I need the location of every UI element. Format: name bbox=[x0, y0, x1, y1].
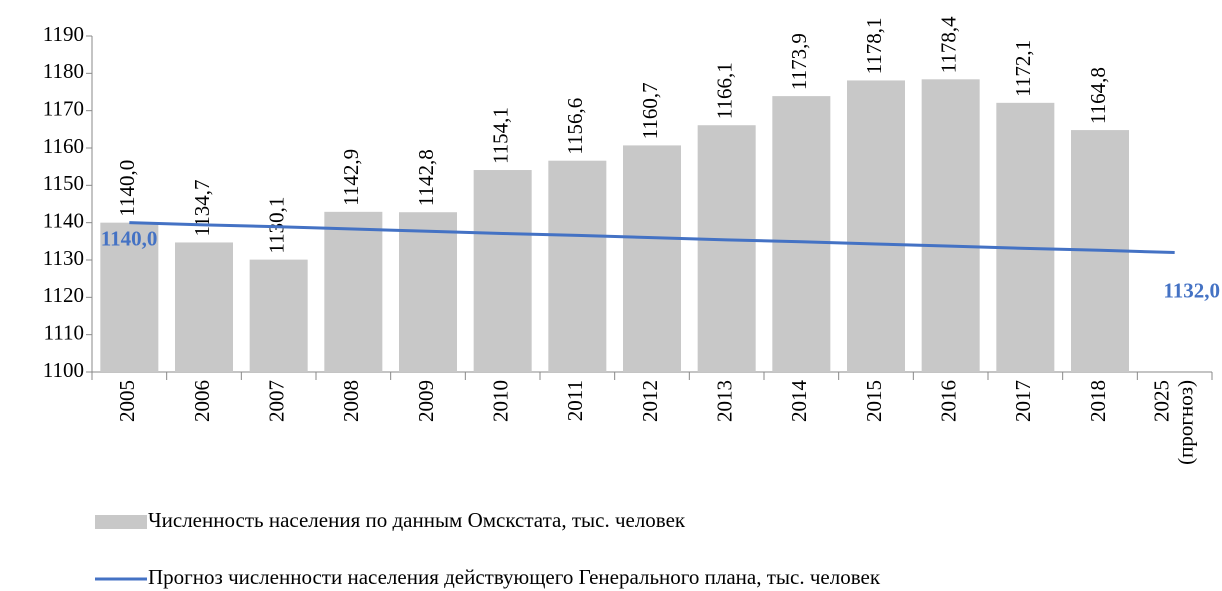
x-tick-label: 2007 bbox=[264, 380, 288, 422]
bar bbox=[921, 79, 980, 372]
x-tick-label: 2012 bbox=[638, 380, 662, 422]
x-tick-label: 2014 bbox=[787, 380, 811, 423]
x-tick-label: 2013 bbox=[712, 380, 736, 422]
x-tick-label: 2011 bbox=[563, 380, 587, 421]
bar bbox=[847, 80, 905, 372]
x-tick-label: 2009 bbox=[414, 380, 438, 422]
y-tick-label: 1170 bbox=[43, 96, 84, 120]
y-tick-label: 1190 bbox=[43, 22, 84, 46]
bar-value-label: 1134,7 bbox=[190, 179, 214, 236]
bar bbox=[623, 145, 681, 372]
bar bbox=[249, 259, 308, 372]
bar-value-label: 1178,1 bbox=[862, 17, 886, 74]
bar-value-label: 1166,1 bbox=[712, 62, 736, 119]
y-tick-label: 1100 bbox=[43, 358, 84, 382]
x-tick-label: 2010 bbox=[488, 380, 512, 422]
legend-label: Численность населения по данным Омскстат… bbox=[148, 508, 686, 532]
bar bbox=[697, 125, 756, 372]
bar-value-label: 1142,8 bbox=[414, 149, 438, 206]
bar-value-label: 1173,9 bbox=[787, 33, 811, 90]
bar-value-label: 1178,4 bbox=[936, 16, 960, 73]
x-tick-label: 2025(прогноз) bbox=[1149, 380, 1197, 465]
y-tick-label: 1160 bbox=[43, 134, 84, 158]
x-tick-label: 2008 bbox=[339, 380, 363, 422]
bar bbox=[100, 222, 159, 372]
bar-value-label: 1160,7 bbox=[638, 82, 662, 139]
bar-value-label: 1154,1 bbox=[488, 107, 512, 164]
x-tick-label: 2016 bbox=[936, 380, 960, 422]
line bbox=[129, 221, 1175, 255]
line-value-label: 1140,0 bbox=[101, 226, 158, 250]
bar-value-label: 1172,1 bbox=[1011, 40, 1035, 97]
x-tick-label: 2017 bbox=[1011, 380, 1035, 422]
bar-value-label: 1130,1 bbox=[264, 197, 288, 254]
bar bbox=[399, 212, 457, 372]
bar bbox=[548, 160, 607, 372]
bar-value-label: 1156,6 bbox=[563, 98, 587, 155]
bar bbox=[473, 170, 532, 372]
bar-value-label: 1142,9 bbox=[339, 149, 363, 206]
x-tick-label: 2015 bbox=[862, 380, 886, 422]
bar bbox=[996, 102, 1055, 373]
y-tick-label: 1140 bbox=[43, 208, 84, 232]
x-tick-label: 2005 bbox=[115, 380, 139, 422]
bar-value-label: 1140,0 bbox=[115, 160, 139, 217]
legend-swatch bbox=[95, 515, 147, 529]
y-tick-label: 1150 bbox=[43, 171, 84, 195]
legend-label: Прогноз численности населения действующе… bbox=[148, 565, 881, 589]
x-tick-label: 2018 bbox=[1086, 380, 1110, 422]
y-tick-label: 1130 bbox=[43, 246, 84, 270]
y-tick-label: 1180 bbox=[43, 59, 84, 83]
y-tick-label: 1110 bbox=[44, 320, 84, 344]
bar-value-label: 1164,8 bbox=[1086, 67, 1110, 124]
bar bbox=[324, 211, 383, 372]
y-tick-label: 1120 bbox=[43, 283, 84, 307]
line-value-label: 1132,0 bbox=[1163, 278, 1220, 302]
bar bbox=[175, 242, 233, 372]
bar bbox=[772, 96, 831, 373]
x-tick-label: 2006 bbox=[190, 380, 214, 422]
